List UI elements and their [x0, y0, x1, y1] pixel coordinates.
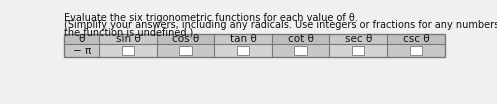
Bar: [99, 44, 157, 57]
Bar: [352, 46, 364, 55]
Bar: [272, 34, 330, 44]
Text: (Simplify your answers, including any radicals. Use integers or fractions for an: (Simplify your answers, including any ra…: [65, 20, 497, 30]
Text: the function is undefined.): the function is undefined.): [65, 27, 194, 37]
Bar: [387, 44, 445, 57]
Text: − π: − π: [73, 46, 91, 56]
Bar: [214, 44, 272, 57]
Text: sin θ: sin θ: [116, 34, 141, 44]
Text: sec θ: sec θ: [344, 34, 372, 44]
Bar: [272, 44, 330, 57]
Bar: [157, 44, 214, 57]
Text: csc θ: csc θ: [403, 34, 429, 44]
Bar: [179, 46, 192, 55]
Bar: [330, 44, 387, 57]
Bar: [330, 34, 387, 44]
Bar: [157, 34, 214, 44]
Bar: [122, 46, 134, 55]
Text: cos θ: cos θ: [172, 34, 199, 44]
Text: Evaluate the six trigonometric functions for each value of θ.: Evaluate the six trigonometric functions…: [65, 13, 358, 23]
Bar: [237, 46, 249, 55]
Bar: [294, 46, 307, 55]
Bar: [410, 46, 422, 55]
Text: θ: θ: [79, 34, 85, 44]
Bar: [214, 34, 272, 44]
Text: tan θ: tan θ: [230, 34, 256, 44]
Bar: [65, 34, 99, 44]
Bar: [65, 44, 99, 57]
Bar: [387, 34, 445, 44]
Text: cot θ: cot θ: [288, 34, 314, 44]
Bar: [65, 34, 445, 57]
Bar: [99, 34, 157, 44]
Bar: [65, 34, 445, 57]
